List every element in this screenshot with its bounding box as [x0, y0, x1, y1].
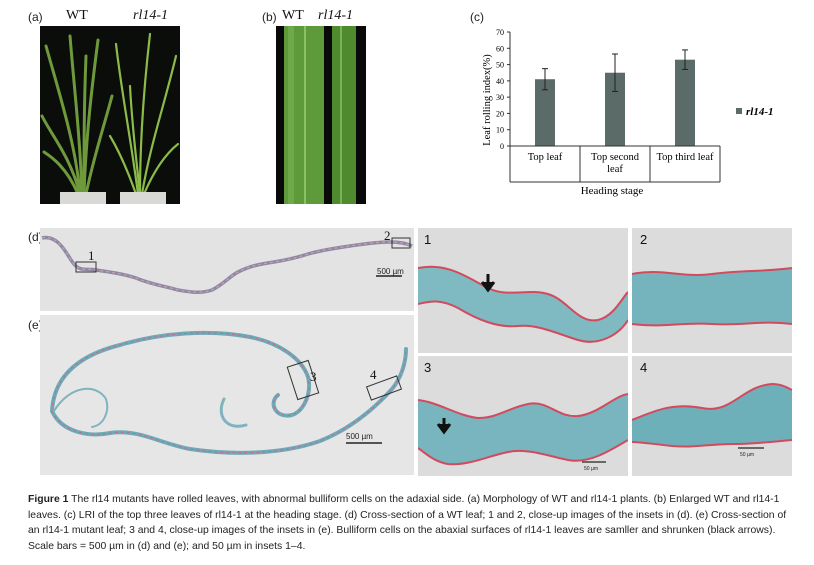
panel-b-label: (b) [262, 10, 277, 24]
y-tick-label: 60 [496, 44, 504, 53]
rice-plants-photo [40, 26, 180, 204]
bar [675, 59, 695, 146]
panel-a-mutant-label: rl14-1 [133, 8, 168, 23]
panel-d-inset-1-label: 1 [88, 248, 95, 263]
legend-label: rl14-1 [746, 106, 774, 118]
y-tick-label: 50 [496, 61, 504, 70]
closeup-3-number: 3 [424, 360, 432, 375]
panel-e-inset-4-label: 4 [370, 367, 377, 382]
figure-caption: Figure 1 The rl14 mutants have rolled le… [28, 492, 798, 554]
legend-swatch [736, 108, 742, 114]
panel-c-label: (c) [470, 10, 484, 24]
y-tick-label: 30 [496, 93, 504, 102]
panel-b-mutant-label: rl14-1 [318, 8, 353, 23]
wt-leaf-cross-section: 500 µm 1 2 [40, 228, 414, 311]
closeup-3-scale-text: 50 µm [584, 466, 598, 472]
closeup-4-number: 4 [640, 360, 648, 375]
closeup-4-drawing: 50 µm [632, 382, 792, 458]
closeup-1-number: 1 [424, 232, 432, 247]
closeup-1: 1 [418, 228, 628, 353]
closeup-4: 50 µm 4 [632, 356, 792, 476]
mutant-leaf-cross-section: 500 µm 3 4 [40, 315, 414, 475]
category-label: Top leaf [528, 152, 563, 163]
panel-d-label: (d) [28, 230, 43, 244]
panel-a-wt-label: WT [66, 8, 88, 23]
panel-e-inset-3-label: 3 [310, 369, 317, 384]
closeup-2-number: 2 [640, 232, 648, 247]
closeup-2: 2 [632, 228, 792, 353]
panel-d-inset-2-label: 2 [384, 228, 391, 243]
closeup-3-drawing: 50 µm [418, 393, 628, 472]
bar [535, 79, 555, 146]
category-label: Top second [591, 152, 640, 163]
category-label: Top third leaf [657, 152, 714, 163]
figure-caption-text: The rl14 mutants have rolled leaves, wit… [28, 494, 787, 552]
bars-group [535, 49, 695, 146]
y-axis: 0 10 20 30 40 50 60 70 [496, 28, 511, 151]
y-tick-label: 40 [496, 77, 504, 86]
closeup-3: 50 µm 3 [418, 356, 628, 476]
x-axis-label: Heading stage [581, 185, 644, 197]
y-tick-label: 70 [496, 28, 504, 37]
rice-plants-drawing [40, 26, 180, 204]
closeup-1-drawing [418, 265, 628, 343]
closeup-2-drawing [632, 267, 792, 327]
bar [605, 72, 625, 146]
panel-e-label: (e) [28, 318, 43, 332]
y-tick-label: 10 [496, 126, 504, 135]
wt-cross-section-drawing: 500 µm [41, 235, 413, 295]
y-axis-label: Leaf rolling index(%) [482, 54, 493, 146]
y-tick-label: 20 [496, 109, 504, 118]
figure-number: Figure 1 [28, 494, 69, 505]
panel-b-wt-label: WT [282, 8, 304, 23]
panel-a-label: (a) [28, 10, 43, 24]
closeup-4-scale-text: 50 µm [740, 452, 754, 458]
panel-d-scale-text: 500 µm [377, 267, 404, 276]
mutant-cross-section-drawing: 500 µm [50, 330, 408, 455]
rice-leaves-photo [276, 26, 366, 204]
category-label: leaf [607, 164, 623, 175]
panel-e-scale-text: 500 µm [346, 432, 373, 441]
leaf-rolling-index-chart: Leaf rolling index(%) 0 10 20 30 40 50 60 70 To… [482, 28, 774, 197]
legend: rl14-1 [736, 106, 774, 118]
rice-leaves-drawing [276, 26, 366, 204]
y-tick-label: 0 [500, 142, 504, 151]
